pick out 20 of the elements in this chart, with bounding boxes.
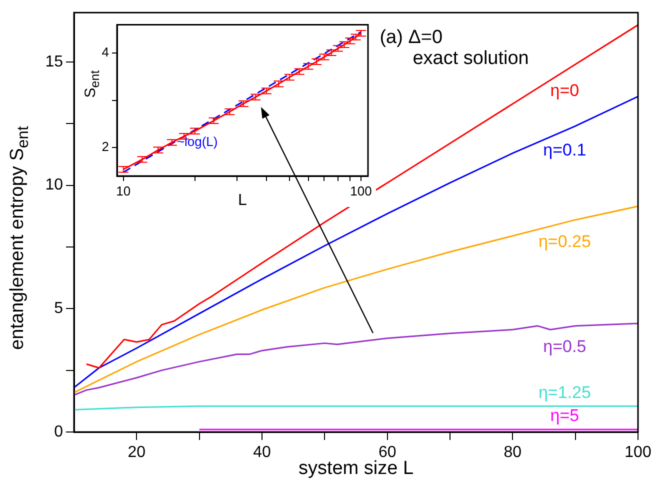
y-tick-label: 2 [102, 139, 109, 154]
y-tick-label: 5 [54, 300, 64, 318]
series-label: η=0 [550, 80, 580, 100]
series-label: η=5 [550, 406, 580, 426]
x-tick-label: 40 [253, 444, 271, 462]
series-label: η=0.5 [543, 337, 586, 356]
x-tick-label: 80 [504, 444, 522, 462]
annotation: exact solution [412, 48, 529, 69]
y-tick-label: 15 [45, 53, 64, 70]
y-tick-label: 0 [54, 423, 64, 440]
y-tick-label: 4 [102, 44, 109, 60]
x-tick-label: 20 [128, 444, 146, 462]
x-axis-title: L [238, 192, 248, 209]
series-label: ~log(L) [176, 134, 218, 150]
x-tick-label: 100 [624, 444, 652, 462]
x-tick-label: 100 [350, 183, 372, 198]
series-label: η=0.1 [543, 140, 586, 160]
series-label: η=0.25 [538, 232, 591, 252]
series-label: η=1.25 [538, 382, 591, 402]
annotation: (a) Δ=0 [380, 26, 443, 48]
